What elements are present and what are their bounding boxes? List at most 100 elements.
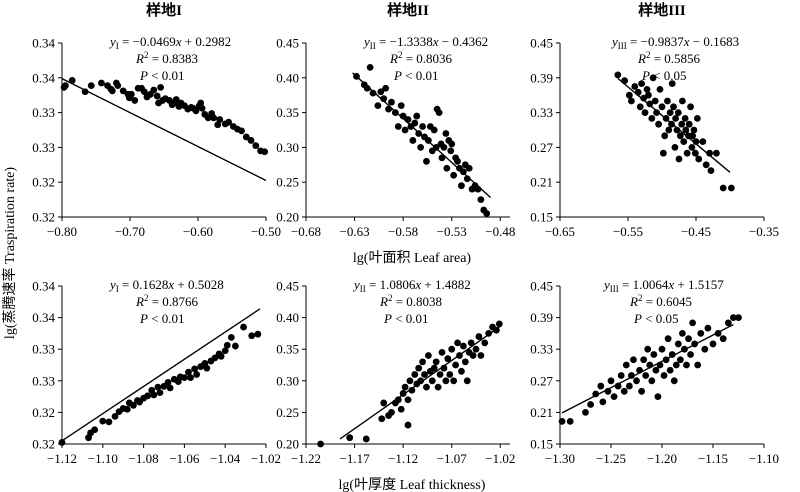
data-point bbox=[397, 102, 405, 110]
data-point bbox=[346, 434, 354, 442]
data-point bbox=[607, 377, 615, 385]
regression-line bbox=[61, 78, 267, 182]
data-point bbox=[156, 389, 164, 397]
data-point bbox=[404, 421, 412, 429]
data-point bbox=[442, 377, 450, 385]
data-point bbox=[719, 184, 727, 192]
data-point bbox=[469, 352, 477, 359]
y-tick-label: 0.27 bbox=[530, 373, 553, 388]
data-point bbox=[438, 154, 446, 162]
data-point bbox=[150, 86, 158, 94]
y-tick-label: 0.21 bbox=[530, 175, 553, 190]
y-tick-label: 0.34 bbox=[32, 279, 55, 294]
data-point bbox=[130, 401, 137, 409]
data-point bbox=[252, 142, 260, 150]
regression-equation: yII = −1.3338x − 0.4362 bbox=[362, 34, 488, 51]
regression-line bbox=[617, 77, 731, 173]
data-point bbox=[676, 132, 684, 140]
data-point bbox=[413, 112, 421, 120]
data-point bbox=[430, 126, 438, 134]
data-point bbox=[713, 149, 720, 157]
data-point bbox=[440, 144, 448, 151]
data-point bbox=[625, 91, 633, 99]
data-point bbox=[641, 109, 649, 116]
y-tick-label: 0.15 bbox=[530, 437, 553, 452]
data-point bbox=[651, 97, 659, 105]
data-point bbox=[210, 114, 218, 122]
data-point bbox=[454, 339, 461, 347]
data-point bbox=[388, 98, 395, 106]
chart-panel-a1: 0.32 0.32 0.33 0.33 0.34 0.34 −0.80 −0.70 −0.60 −… bbox=[32, 1, 281, 239]
chart-panel-b1: 0.320.320.330.330.340.34−1.12 −1.10 −1.08−… bbox=[32, 277, 281, 466]
data-point bbox=[638, 387, 645, 395]
y-tick-label: 0.35 bbox=[276, 105, 299, 120]
data-point bbox=[735, 314, 742, 321]
data-point bbox=[658, 345, 666, 353]
y-tick-label: 0.34 bbox=[32, 310, 55, 325]
data-point bbox=[463, 377, 471, 385]
data-point bbox=[683, 149, 691, 157]
data-point bbox=[409, 137, 417, 144]
data-point bbox=[423, 383, 430, 391]
y-tick-label: 0.39 bbox=[530, 310, 553, 325]
y-tick-label: 0.40 bbox=[276, 310, 299, 325]
data-point bbox=[670, 377, 678, 385]
data-point bbox=[238, 127, 245, 135]
data-point bbox=[644, 345, 652, 353]
data-point bbox=[448, 345, 456, 353]
data-point bbox=[666, 366, 674, 374]
data-point bbox=[408, 386, 416, 394]
data-point bbox=[164, 378, 172, 386]
data-point bbox=[691, 149, 699, 157]
data-point bbox=[458, 367, 465, 375]
data-point bbox=[185, 368, 192, 376]
r-squared-label: R2 = 0.5856 bbox=[637, 50, 701, 66]
data-point bbox=[374, 102, 382, 110]
data-point bbox=[91, 426, 99, 434]
y-tick-label: 0.32 bbox=[32, 175, 55, 190]
data-point bbox=[153, 92, 161, 100]
r-squared-label: R2 = 0.8766 bbox=[135, 293, 199, 309]
data-point bbox=[659, 149, 667, 157]
x-tick-label: −1.20 bbox=[647, 451, 677, 466]
data-point bbox=[676, 356, 684, 364]
data-point bbox=[363, 84, 371, 92]
data-point bbox=[254, 330, 262, 338]
y-tick-label: 0.45 bbox=[530, 36, 553, 51]
x-tick-label: −1.10 bbox=[749, 451, 779, 466]
data-point bbox=[417, 144, 425, 151]
data-point bbox=[727, 184, 735, 192]
data-point bbox=[378, 415, 386, 423]
data-point bbox=[221, 347, 229, 355]
x-tick-label: −1.30 bbox=[545, 451, 575, 466]
x-tick-label: −0.48 bbox=[485, 224, 515, 239]
data-point bbox=[192, 107, 200, 115]
data-point bbox=[394, 123, 402, 130]
data-point bbox=[366, 63, 374, 71]
data-point bbox=[477, 352, 485, 359]
data-point bbox=[223, 341, 231, 349]
data-point bbox=[404, 116, 412, 123]
data-point bbox=[681, 115, 689, 122]
data-point bbox=[452, 361, 459, 369]
data-point bbox=[472, 345, 480, 353]
data-point bbox=[446, 371, 454, 378]
data-point bbox=[653, 109, 660, 116]
data-point bbox=[248, 332, 256, 340]
data-point bbox=[675, 155, 683, 163]
x-tick-label: −0.63 bbox=[340, 224, 370, 239]
p-value-label: P < 0.01 bbox=[393, 68, 439, 83]
data-point bbox=[621, 77, 628, 85]
chart-panel-b3: 0.15 0.21 0.27 0.33 0.39 0.45 −1.30 −1.25 −1.20 −… bbox=[530, 277, 779, 466]
data-point bbox=[689, 132, 696, 140]
data-point bbox=[636, 103, 644, 111]
data-point bbox=[693, 115, 701, 122]
data-point bbox=[442, 130, 450, 137]
data-point bbox=[232, 342, 239, 350]
data-point bbox=[481, 339, 489, 347]
data-point bbox=[415, 364, 423, 372]
data-point bbox=[401, 383, 409, 391]
regression-equation: yI = −0.0469x + 0.2982 bbox=[108, 34, 231, 51]
x-tick-label: −0.65 bbox=[545, 224, 575, 239]
y-tick-label: 0.15 bbox=[530, 210, 553, 225]
